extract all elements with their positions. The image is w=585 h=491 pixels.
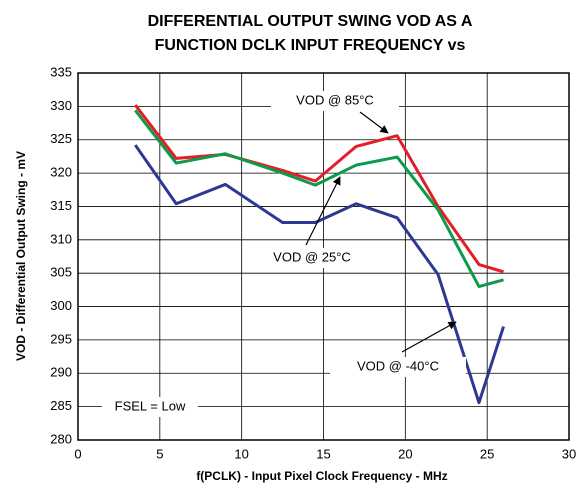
series-line bbox=[134, 109, 504, 289]
x-tick-label: 10 bbox=[234, 446, 248, 461]
y-tick-label: 330 bbox=[50, 98, 72, 113]
label-box bbox=[248, 248, 376, 268]
series-label: VOD @ -40°C bbox=[357, 358, 439, 373]
chart-title: DIFFERENTIAL OUTPUT SWING VOD AS A bbox=[148, 13, 473, 30]
annotation: FSEL = Low bbox=[115, 398, 186, 413]
y-tick-label: 300 bbox=[50, 298, 72, 313]
x-tick-label: 0 bbox=[74, 446, 81, 461]
y-axis-label: VOD - Differential Output Swing - mV bbox=[14, 151, 28, 361]
plot-frame bbox=[77, 72, 570, 441]
x-axis-label: f(PCLK) - Input Pixel Clock Frequency - … bbox=[196, 469, 447, 483]
series-line bbox=[134, 144, 505, 405]
y-tick-label: 325 bbox=[50, 131, 72, 146]
y-tick-label: 290 bbox=[50, 365, 72, 380]
chart-title: FUNCTION DCLK INPUT FREQUENCY vs bbox=[155, 37, 466, 54]
x-tick-label: 20 bbox=[398, 446, 412, 461]
x-tick-label: 15 bbox=[316, 446, 330, 461]
y-tick-label: 305 bbox=[50, 265, 72, 280]
annotation-arrow bbox=[305, 176, 341, 246]
series-line bbox=[134, 104, 504, 274]
x-tick-label: 25 bbox=[480, 446, 494, 461]
y-tick-label: 310 bbox=[50, 231, 72, 246]
annotation-arrow bbox=[401, 321, 457, 353]
series-label: VOD @ 85°C bbox=[296, 92, 374, 107]
x-tick-label: 5 bbox=[156, 446, 163, 461]
y-tick-label: 295 bbox=[50, 331, 72, 346]
x-tick-label: 30 bbox=[562, 446, 576, 461]
label-box bbox=[271, 91, 399, 111]
y-tick-label: 335 bbox=[50, 64, 72, 79]
label-box bbox=[330, 357, 466, 377]
y-tick-label: 320 bbox=[50, 165, 72, 180]
y-tick-label: 315 bbox=[50, 198, 72, 213]
y-tick-label: 285 bbox=[50, 398, 72, 413]
annotation-arrow bbox=[359, 111, 389, 134]
series-label: VOD @ 25°C bbox=[273, 249, 351, 264]
label-box bbox=[102, 397, 198, 417]
y-tick-label: 280 bbox=[50, 431, 72, 446]
